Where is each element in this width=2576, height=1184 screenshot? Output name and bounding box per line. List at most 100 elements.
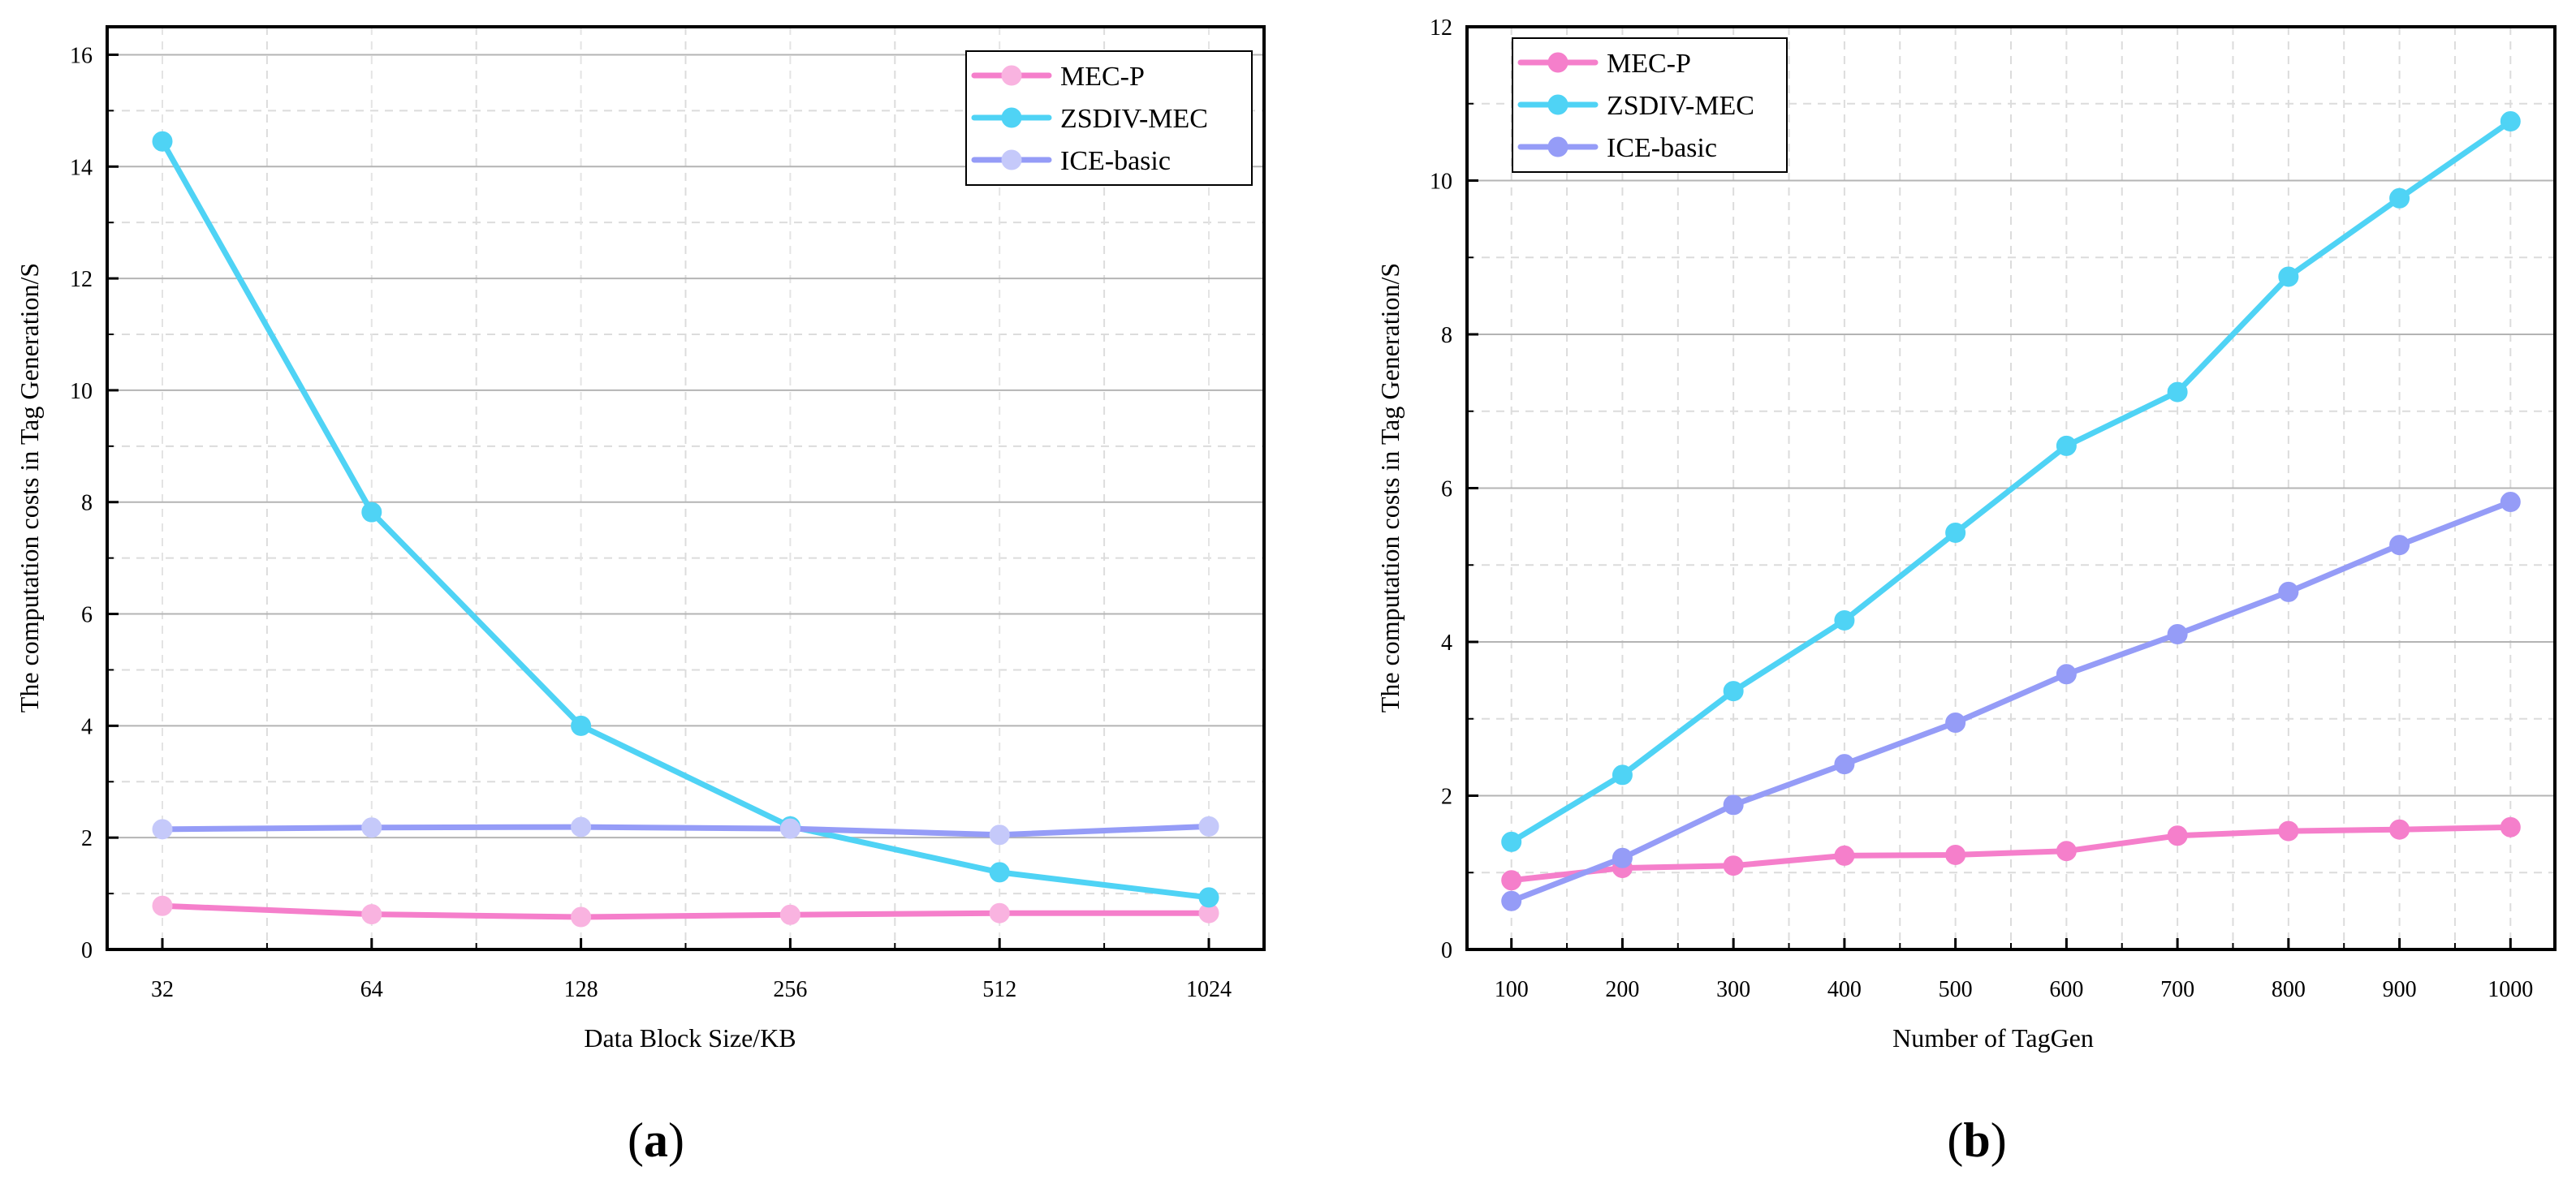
data-point [2167,825,2188,846]
data-point [1834,845,1855,866]
panel-label-open: ( [628,1113,644,1167]
data-point [2500,111,2521,132]
legend: MEC-P ZSDIV-MEC ICE-basic [1512,37,1788,173]
x-tick-label: 800 [2272,977,2306,1002]
data-point [361,904,382,925]
legend-item: ICE-basic [1517,133,1717,163]
y-tick-label: 2 [1441,785,1452,810]
legend-item: MEC-P [1517,49,1691,79]
data-point [1198,887,1219,908]
legend-label: ZSDIV-MEC [1607,91,1754,121]
legend-item: ZSDIV-MEC [971,104,1208,134]
data-point [2167,381,2188,403]
data-point [152,819,173,840]
data-point [2167,624,2188,645]
data-point [1612,764,1633,786]
data-point [989,862,1010,883]
x-axis-title: Number of TagGen [1892,1023,2094,1053]
grid [107,27,1264,949]
data-point [1501,890,1522,911]
data-point [1945,844,1966,865]
data-point [779,818,800,839]
series-ice-basic [152,816,1219,846]
legend-marker [1547,136,1568,157]
data-point [361,817,382,838]
legend-marker [1001,65,1022,86]
panel-label-open: ( [1947,1113,1963,1167]
legend-label: ICE-basic [1060,146,1171,176]
panel-label-close: ) [1991,1113,2007,1167]
y-axis-title: The computation costs in Tag Generation/… [1375,263,1405,713]
y-tick-label: 8 [81,491,93,516]
data-point [1501,870,1522,891]
y-tick-label: 12 [1430,15,1452,41]
legend-item: MEC-P [971,62,1145,92]
data-point [2389,535,2410,556]
x-tick-label: 300 [1716,977,1750,1002]
x-tick-label: 500 [1939,977,1973,1002]
panel-label-close: ) [668,1113,684,1167]
chart-panel-1: 0 2 4 6 8 10 12 100 200 300 400 500 600 700 800 900 1000… [1375,15,2557,1167]
data-point [2278,581,2299,602]
legend-marker [1547,52,1568,73]
x-tick-label: 700 [2160,977,2194,1002]
panel-label: (a) [628,1113,684,1167]
series-mec-p [152,895,1219,928]
y-tick-label: 8 [1441,323,1452,348]
data-point [361,502,382,523]
data-point [2056,664,2077,685]
data-point [571,816,592,837]
series-zsdiv-mec [1501,111,2521,852]
legend-marker [1547,94,1568,115]
y-tick-label: 0 [1441,938,1452,963]
data-point [2389,187,2410,209]
x-tick-label: 200 [1605,977,1639,1002]
x-axis-title: Data Block Size/KB [584,1023,796,1053]
x-tick-label: 512 [982,977,1016,1002]
data-point [152,895,173,916]
x-tick-label: 400 [1827,977,1862,1002]
data-point [2056,841,2077,862]
series-ice-basic [1501,492,2521,911]
x-axis: 32 64 128 256 512 1024 [151,938,1232,1002]
data-point [1723,794,1744,816]
data-point [1723,681,1744,702]
legend: MEC-P ZSDIV-MEC ICE-basic [965,50,1253,186]
x-tick-label: 900 [2383,977,2417,1002]
y-tick-label: 4 [1441,631,1452,656]
series-line [1508,118,2513,845]
legend-label: ICE-basic [1607,133,1717,163]
x-tick-label: 1000 [2488,977,2533,1002]
x-axis: 100 200 300 400 500 600 700 800 900 1000 [1495,938,2533,1002]
x-tick-label: 1024 [1186,977,1232,1002]
y-tick-label: 10 [1430,170,1452,195]
legend-marker [1001,107,1022,128]
data-point [1834,754,1855,775]
legend-label: MEC-P [1607,49,1691,79]
data-point [2500,492,2521,513]
data-point [2278,266,2299,287]
data-point [1945,522,1966,543]
y-tick-label: 6 [1441,477,1452,502]
y-tick-label: 10 [70,379,93,404]
y-tick-label: 4 [81,714,93,739]
x-tick-label: 100 [1495,977,1529,1002]
data-point [1834,609,1855,631]
series-line [159,902,1212,920]
legend-label: ZSDIV-MEC [1060,104,1208,134]
y-tick-label: 6 [81,603,93,628]
x-tick-label: 600 [2049,977,2083,1002]
series-line [159,138,1212,901]
y-tick-label: 2 [81,826,93,851]
y-tick-label: 14 [70,155,93,180]
data-point [1612,847,1633,868]
panel-label: (b) [1947,1113,2006,1167]
panel-label-letter: a [644,1113,668,1167]
x-tick-label: 256 [773,977,807,1002]
data-point [571,906,592,928]
data-point [779,904,800,925]
y-tick-label: 0 [81,938,93,963]
legend-marker [1001,149,1022,170]
series-line [1508,824,2513,884]
data-point [1198,816,1219,837]
